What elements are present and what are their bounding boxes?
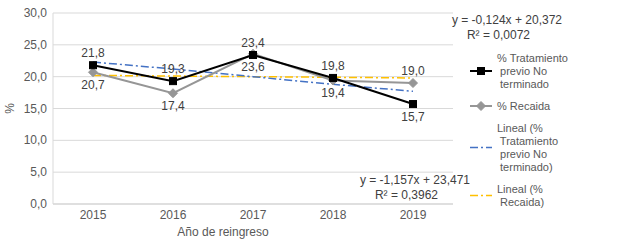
y-tick-label: 15,0 bbox=[24, 102, 48, 116]
data-label: 19,3 bbox=[161, 62, 185, 76]
legend-label: Lineal (% Tratamiento previo No terminad… bbox=[497, 122, 558, 173]
x-tick-label: 2015 bbox=[80, 208, 107, 222]
y-axis-title: % bbox=[3, 103, 17, 114]
data-label: 23,4 bbox=[241, 36, 265, 50]
annotation: y = -0,124x + 20,372 bbox=[452, 13, 562, 27]
x-tick-label: 2017 bbox=[240, 208, 267, 222]
marker bbox=[169, 89, 178, 98]
data-label: 19,8 bbox=[321, 59, 345, 73]
plot-area bbox=[89, 49, 418, 107]
legend-marker bbox=[478, 68, 485, 75]
legend-swatch bbox=[470, 147, 492, 149]
data-label: 20,7 bbox=[81, 78, 105, 92]
grid-line bbox=[53, 140, 453, 141]
series-line bbox=[93, 55, 413, 104]
data-label: 15,7 bbox=[401, 110, 425, 124]
data-labels: 20,7 17,4 23,6 19,4 19,0 21,8 19,3 23,4 19,8 15,7 bbox=[81, 36, 425, 124]
chart-container: 0,0 5,0 10,0 15,0 20,0 25,0 30,0 2015 2016 2017 20… bbox=[0, 0, 619, 243]
y-tick-label: 0,0 bbox=[30, 197, 47, 211]
chart-svg: 0,0 5,0 10,0 15,0 20,0 25,0 30,0 2015 2016 2017 20… bbox=[0, 0, 619, 243]
marker bbox=[410, 101, 417, 108]
data-label: 17,4 bbox=[161, 99, 185, 113]
legend-swatch bbox=[470, 195, 492, 197]
grid-line bbox=[53, 108, 453, 109]
annotation: y = -1,157x + 23,471 bbox=[360, 173, 470, 187]
annotation: R² = 0,3962 bbox=[375, 188, 438, 202]
legend-marker bbox=[477, 102, 486, 111]
x-tick-label: 2018 bbox=[320, 208, 347, 222]
marker bbox=[90, 62, 97, 69]
y-tick-label: 30,0 bbox=[24, 6, 48, 20]
x-tick-label: 2019 bbox=[400, 208, 427, 222]
y-tick-label: 10,0 bbox=[24, 133, 48, 147]
marker bbox=[330, 74, 337, 81]
marker bbox=[250, 52, 257, 59]
y-tick-label: 25,0 bbox=[24, 38, 48, 52]
legend-label: % Recaida bbox=[497, 100, 551, 112]
marker bbox=[249, 49, 258, 58]
x-axis-title: Año de reingreso bbox=[177, 225, 269, 239]
series-line bbox=[93, 54, 413, 93]
legend-label: % Tratamiento previo No terminado bbox=[497, 52, 568, 90]
x-axis-line bbox=[53, 204, 453, 205]
y-tick-label: 5,0 bbox=[30, 165, 47, 179]
data-label: 21,8 bbox=[81, 46, 105, 60]
legend: % Tratamiento previo No terminado % Recai… bbox=[470, 52, 568, 208]
marker bbox=[409, 79, 418, 88]
legend-label: Lineal (% Recaida) bbox=[497, 183, 544, 208]
data-label: 23,6 bbox=[241, 60, 265, 74]
data-label: 19,0 bbox=[401, 64, 425, 78]
grid-line bbox=[53, 13, 453, 14]
marker bbox=[170, 78, 177, 85]
x-tick-label: 2016 bbox=[160, 208, 187, 222]
annotation: R² = 0,0072 bbox=[467, 28, 530, 42]
data-label: 19,4 bbox=[321, 86, 345, 100]
y-tick-label: 20,0 bbox=[24, 70, 48, 84]
y-axis-line bbox=[53, 13, 54, 204]
